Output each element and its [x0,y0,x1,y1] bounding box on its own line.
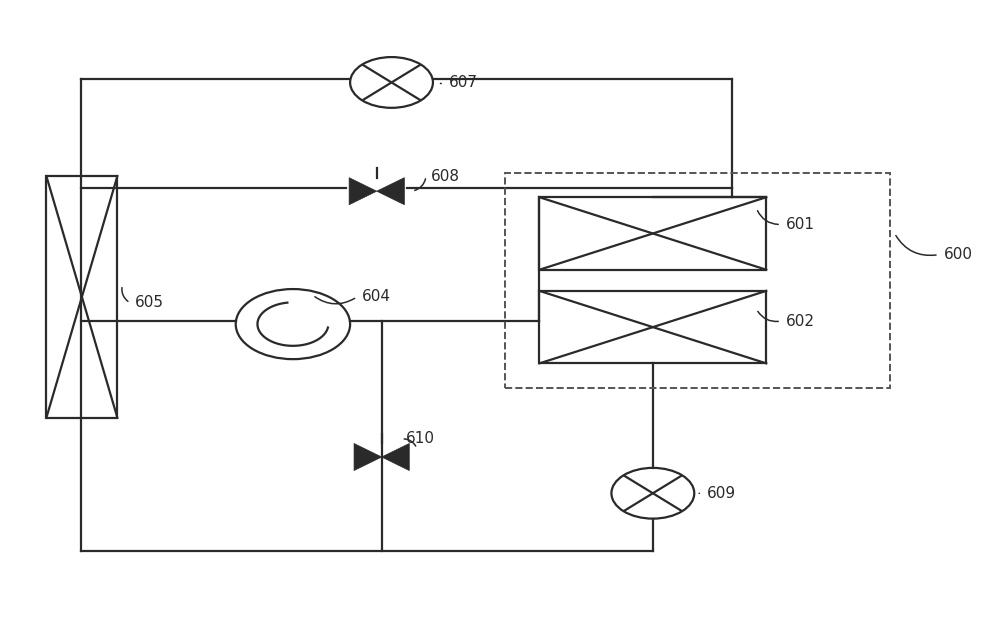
Polygon shape [377,177,404,205]
Polygon shape [382,444,409,470]
Text: 610: 610 [406,431,435,446]
Text: 609: 609 [707,486,736,501]
Polygon shape [349,177,377,205]
Polygon shape [354,444,382,470]
Text: 601: 601 [786,217,815,232]
Bar [539,291,766,363]
Bar [46,176,117,418]
Text: 600: 600 [944,247,973,262]
Text: 605: 605 [135,295,164,310]
Text: 604: 604 [362,289,391,305]
Text: 602: 602 [786,313,815,329]
Text: 607: 607 [449,75,478,90]
Bar [505,173,890,387]
Text: 608: 608 [431,169,460,184]
Bar [539,197,766,269]
